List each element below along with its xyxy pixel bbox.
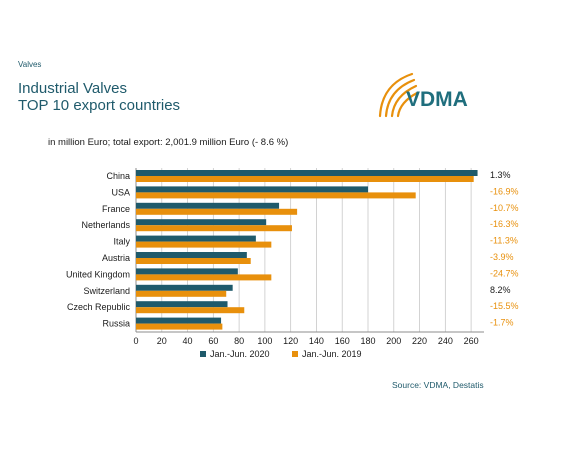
logo-text: VDMA (406, 88, 468, 111)
bar-2020-russia (136, 317, 222, 324)
chart-title: Industrial Valves TOP 10 export countrie… (18, 80, 180, 114)
category-label: Austria (102, 253, 130, 263)
category-label: China (106, 171, 130, 181)
bar-2020-czech-republic (136, 301, 228, 308)
category-label: Switzerland (83, 286, 130, 296)
bar-2019-france (136, 208, 298, 215)
x-tick-label: 60 (208, 336, 218, 346)
bar-2019-italy (136, 241, 272, 248)
bar-2020-austria (136, 252, 247, 258)
bar-2019-united-kingdom (136, 274, 272, 281)
change-label: -15.5% (490, 301, 519, 311)
bar-2019-china (136, 176, 474, 182)
legend-swatch-2019 (292, 351, 298, 357)
x-tick-label: 260 (464, 336, 479, 346)
bar-2020-united-kingdom (136, 268, 238, 275)
legend: Jan.-Jun. 2020 Jan.-Jun. 2019 (200, 349, 362, 359)
bar-2019-usa (136, 192, 416, 199)
chart-subtitle: in million Euro; total export: 2,001.9 m… (48, 137, 289, 148)
category-label: Russia (102, 319, 130, 329)
bar-2020-usa (136, 186, 368, 193)
x-tick-label: 120 (283, 336, 298, 346)
change-label: -3.9% (490, 252, 514, 262)
legend-label-2020: Jan.-Jun. 2020 (210, 349, 270, 359)
x-tick-label: 80 (234, 336, 244, 346)
x-tick-label: 100 (257, 336, 272, 346)
title-line-1: Industrial Valves (18, 80, 127, 97)
source-note: Source: VDMA, Destatis (392, 380, 484, 390)
logo-swoosh-icon (378, 72, 419, 118)
category-label: United Kingdom (66, 269, 130, 279)
category-label: Valves (18, 60, 42, 69)
bar-2019-czech-republic (136, 307, 245, 314)
change-label: 8.2% (490, 285, 511, 295)
x-tick-label: 140 (309, 336, 324, 346)
bar-2019-switzerland (136, 290, 227, 297)
bar-2020-italy (136, 235, 256, 242)
vdma-logo: VDMA (378, 72, 468, 118)
bar-2019-austria (136, 258, 251, 264)
change-labels: 1.3% -16.9% -10.7% -16.3% -11.3% -3.9% -24.7% 8… (490, 170, 519, 328)
category-label: France (102, 204, 130, 214)
title-line-2: TOP 10 export countries (18, 97, 181, 114)
x-tick-label: 20 (157, 336, 167, 346)
change-label: -24.7% (490, 268, 519, 278)
legend-label-2019: Jan.-Jun. 2019 (302, 349, 362, 359)
category-label: Netherlands (81, 220, 130, 230)
x-tick-label: 220 (412, 336, 427, 346)
category-label: Italy (113, 237, 130, 247)
change-label: -16.3% (490, 219, 519, 229)
change-label: -16.9% (490, 186, 519, 196)
change-label: -11.3% (490, 236, 518, 246)
x-tick-label: 0 (133, 336, 138, 346)
legend-swatch-2020 (200, 351, 206, 357)
change-label: -1.7% (490, 318, 514, 328)
bar-2020-switzerland (136, 284, 233, 291)
x-tick-label: 180 (360, 336, 375, 346)
bar-2020-france (136, 202, 280, 209)
x-tick-label: 200 (386, 336, 401, 346)
x-tick-label: 40 (183, 336, 193, 346)
category-label: Czech Republic (67, 302, 131, 312)
bar-2019-russia (136, 323, 223, 330)
bar-2019-netherlands (136, 225, 292, 232)
bar-2020-china (136, 170, 478, 176)
x-tick-label: 240 (438, 336, 453, 346)
bar-2020-netherlands (136, 219, 267, 226)
change-label: 1.3% (490, 170, 511, 180)
bars (136, 170, 478, 330)
category-label: USA (111, 187, 130, 197)
x-axis-ticks: 0 20 40 60 80 100 120 140 160 180 200 220 240 260 (133, 336, 478, 346)
x-tick-label: 160 (335, 336, 350, 346)
change-label: -10.7% (490, 203, 519, 213)
category-labels: China USA France Netherlands Italy Austria Uni… (66, 171, 131, 329)
